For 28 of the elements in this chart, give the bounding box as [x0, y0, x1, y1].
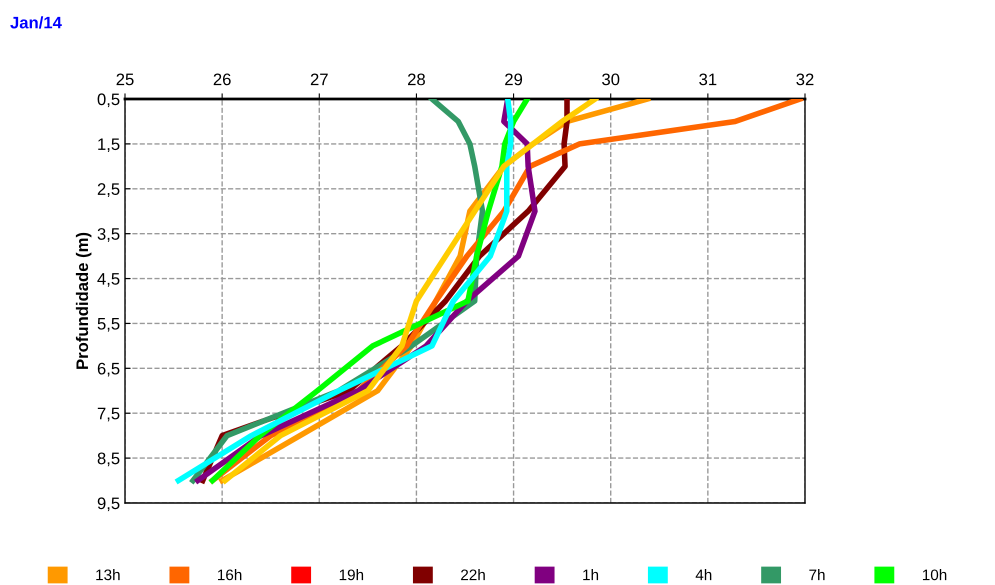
- legend-label: 16h: [218, 569, 242, 580]
- legend-label: 7h: [809, 569, 825, 580]
- y-tick-label: 5,5: [98, 318, 120, 332]
- y-tick-label: 9,5: [98, 497, 120, 512]
- legend-label: 4h: [696, 569, 712, 580]
- legend-label: 13h: [96, 569, 120, 580]
- chart-title: Jan/14: [10, 16, 62, 29]
- x-tick-label: 29: [505, 73, 522, 86]
- y-tick-label: 7,5: [98, 408, 120, 422]
- x-tick-label: 30: [602, 73, 620, 86]
- x-tick-label: 31: [699, 73, 716, 86]
- x-tick-label: 32: [796, 73, 814, 86]
- x-tick-label: 26: [214, 73, 231, 86]
- y-tick-label: 3,5: [98, 228, 120, 242]
- y-tick-label: 0,5: [98, 93, 120, 108]
- x-tick-label: 28: [408, 73, 425, 86]
- legend-label: 10h: [922, 569, 946, 580]
- legend-label: 22h: [461, 569, 485, 580]
- y-axis-title: Profundidade (m): [76, 232, 92, 369]
- x-tick-label: 25: [116, 73, 134, 86]
- x-tick-label: 27: [310, 73, 328, 86]
- y-tick-label: 1,5: [98, 138, 120, 152]
- legend-label: 19h: [340, 569, 364, 580]
- legend-label: 1h: [583, 569, 598, 580]
- y-tick-label: 6,5: [98, 362, 120, 377]
- y-tick-label: 2,5: [98, 183, 120, 197]
- y-tick-label: 4,5: [97, 273, 120, 287]
- y-tick-label: 8,5: [98, 452, 120, 466]
